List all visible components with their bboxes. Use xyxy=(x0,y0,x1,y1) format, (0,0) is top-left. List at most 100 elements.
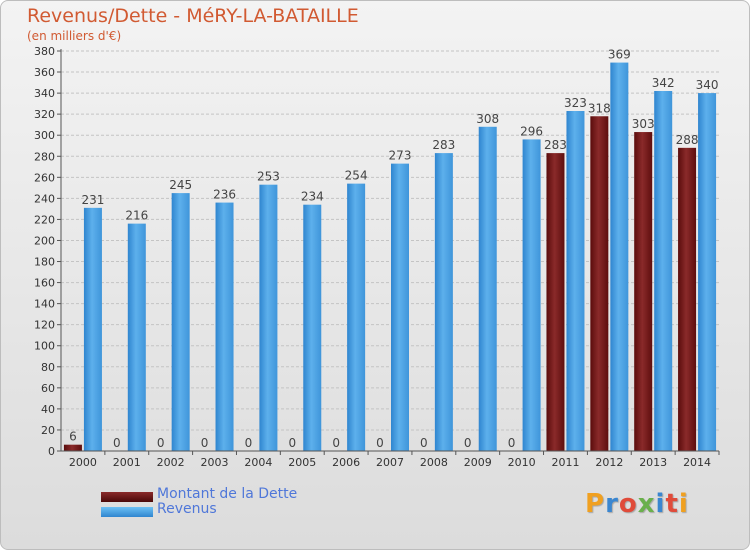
y-tick-label: 80 xyxy=(41,361,55,374)
bar-revenus xyxy=(215,202,234,451)
y-tick-label: 320 xyxy=(34,108,55,121)
y-tick-label: 140 xyxy=(34,298,55,311)
x-tick-label: 2010 xyxy=(508,456,536,469)
x-tick-label: 2006 xyxy=(332,456,360,469)
bar-revenus xyxy=(171,193,190,451)
y-tick-label: 240 xyxy=(34,192,55,205)
proxiti-logo: Proxiti xyxy=(585,489,689,519)
logo-letter: o xyxy=(618,489,638,519)
data-label-dette: 303 xyxy=(632,117,655,131)
y-tick-label: 380 xyxy=(34,45,55,58)
bar-revenus xyxy=(478,126,497,451)
x-tick-label: 2012 xyxy=(595,456,623,469)
x-tick-label: 2014 xyxy=(683,456,711,469)
bar-dette xyxy=(546,153,565,451)
data-label-dette: 0 xyxy=(245,436,253,450)
data-label-revenus: 245 xyxy=(169,178,192,192)
data-label-dette: 6 xyxy=(69,430,77,444)
y-tick-label: 100 xyxy=(34,340,55,353)
data-label-dette: 0 xyxy=(420,436,428,450)
bar-dette xyxy=(63,444,82,451)
y-tick-label: 360 xyxy=(34,66,55,79)
bar-dette xyxy=(590,116,609,452)
data-label-revenus: 308 xyxy=(476,112,499,126)
logo-letter: r xyxy=(605,489,619,519)
data-label-revenus: 273 xyxy=(389,149,412,163)
bar-revenus xyxy=(259,184,278,451)
data-label-dette: 318 xyxy=(588,101,611,115)
data-label-revenus: 234 xyxy=(301,190,324,204)
bar-revenus xyxy=(566,111,585,451)
y-tick-label: 160 xyxy=(34,277,55,290)
data-label-revenus: 342 xyxy=(652,76,675,90)
bar-dette xyxy=(634,132,653,452)
data-label-dette: 0 xyxy=(157,436,165,450)
bar-revenus xyxy=(303,204,322,451)
x-tick-label: 2003 xyxy=(201,456,229,469)
bar-revenus xyxy=(698,93,717,452)
x-tick-label: 2009 xyxy=(464,456,492,469)
y-tick-label: 60 xyxy=(41,382,55,395)
data-label-dette: 0 xyxy=(376,436,384,450)
data-label-dette: 0 xyxy=(464,436,472,450)
x-tick-label: 2000 xyxy=(69,456,97,469)
logo-letter: t xyxy=(665,489,679,519)
bar-revenus xyxy=(434,153,453,451)
bar-revenus xyxy=(127,223,146,451)
logo-letter: i xyxy=(655,489,666,519)
data-label-dette: 0 xyxy=(201,436,209,450)
y-tick-label: 260 xyxy=(34,171,55,184)
chart-subtitle: (en milliers d'€) xyxy=(27,29,122,43)
x-tick-label: 2007 xyxy=(376,456,404,469)
x-tick-label: 2013 xyxy=(639,456,667,469)
bar-revenus xyxy=(522,139,541,451)
x-tick-label: 2002 xyxy=(157,456,185,469)
x-tick-label: 2004 xyxy=(244,456,272,469)
logo-letter: i xyxy=(678,489,689,519)
legend-swatch-revenus xyxy=(101,507,153,517)
data-label-dette: 288 xyxy=(676,133,699,147)
data-label-revenus: 236 xyxy=(213,188,236,202)
data-label-revenus: 254 xyxy=(345,169,368,183)
x-tick-label: 2011 xyxy=(551,456,579,469)
data-label-dette: 0 xyxy=(113,436,121,450)
y-tick-label: 300 xyxy=(34,129,55,142)
y-tick-label: 180 xyxy=(34,256,55,269)
y-tick-label: 120 xyxy=(34,319,55,332)
y-tick-label: 0 xyxy=(48,445,55,458)
bar-revenus xyxy=(83,207,102,451)
data-label-revenus: 323 xyxy=(564,96,587,110)
x-tick-label: 2005 xyxy=(288,456,316,469)
data-label-dette: 0 xyxy=(332,436,340,450)
data-label-revenus: 253 xyxy=(257,170,280,184)
bar-revenus xyxy=(391,163,409,451)
x-tick-label: 2008 xyxy=(420,456,448,469)
logo-letter: x xyxy=(637,489,656,519)
data-label-revenus: 216 xyxy=(125,209,148,223)
data-label-dette: 0 xyxy=(508,436,516,450)
data-label-revenus: 296 xyxy=(520,124,543,138)
x-tick-label: 2001 xyxy=(113,456,141,469)
logo-letter: P xyxy=(585,489,606,519)
legend-label-dette: Montant de la Dette xyxy=(157,486,298,502)
data-label-revenus: 369 xyxy=(608,48,631,62)
bar-revenus xyxy=(654,91,673,451)
bar-revenus xyxy=(347,183,366,451)
y-tick-label: 40 xyxy=(41,403,55,416)
chart-title: Revenus/Dette - MéRY-LA-BATAILLE xyxy=(27,5,359,27)
data-label-dette: 0 xyxy=(288,436,296,450)
data-label-revenus: 340 xyxy=(696,78,719,92)
bar-revenus xyxy=(610,62,629,451)
y-tick-label: 220 xyxy=(34,213,55,226)
bar-dette xyxy=(678,147,697,451)
data-label-revenus: 231 xyxy=(81,193,104,207)
y-tick-label: 200 xyxy=(34,234,55,247)
legend-swatch-dette xyxy=(101,492,153,502)
data-label-dette: 283 xyxy=(544,138,567,152)
y-tick-label: 340 xyxy=(34,87,55,100)
data-label-revenus: 283 xyxy=(432,138,455,152)
y-tick-label: 280 xyxy=(34,150,55,163)
legend-label-revenus: Revenus xyxy=(157,501,217,517)
